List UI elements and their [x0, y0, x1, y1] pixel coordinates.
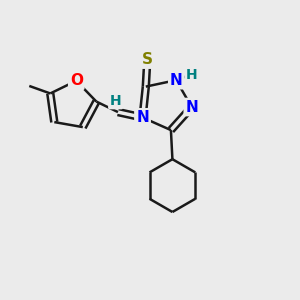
Text: N: N — [136, 110, 149, 125]
Text: N: N — [170, 73, 182, 88]
Text: O: O — [70, 73, 83, 88]
Text: H: H — [110, 94, 122, 108]
Text: N: N — [136, 110, 149, 125]
Text: N: N — [185, 100, 198, 115]
Text: H: H — [186, 68, 198, 82]
Text: S: S — [142, 52, 153, 67]
